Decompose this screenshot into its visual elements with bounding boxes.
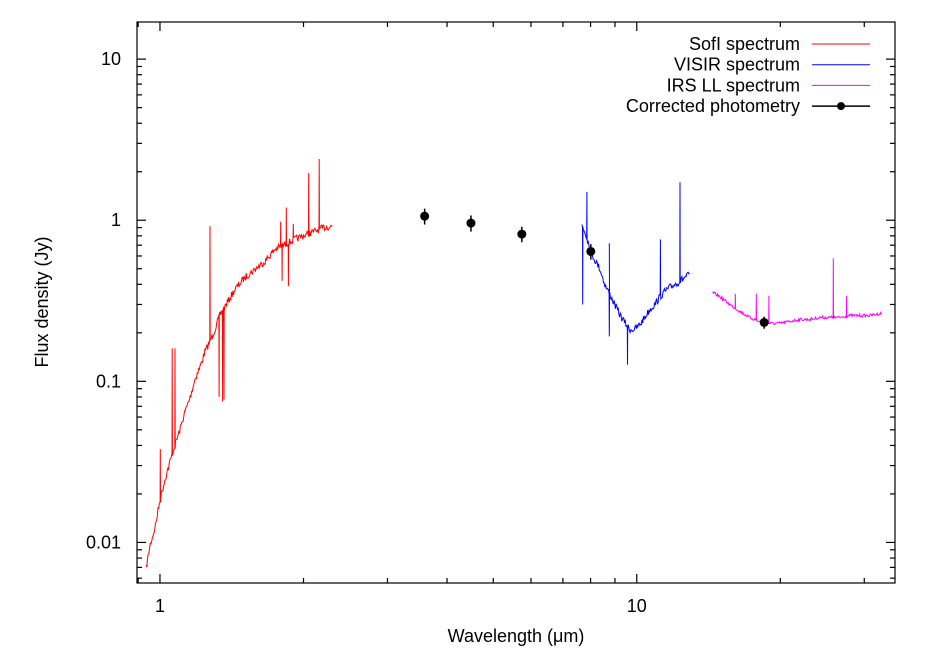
y-tick-label: 10 — [101, 49, 121, 69]
plot-frame — [136, 21, 896, 584]
photometry-point — [517, 229, 527, 239]
photometry-point — [759, 317, 769, 327]
axis-ticks — [137, 22, 895, 583]
legend-label: VISIR spectrum — [674, 55, 800, 75]
x-tick-label: 10 — [627, 596, 647, 616]
y-tick-label: 0.01 — [86, 532, 121, 552]
legend-label: IRS LL spectrum — [667, 75, 800, 95]
legend-label: Corrected photometry — [626, 96, 800, 116]
photometry-point — [420, 211, 430, 221]
x-axis-label: Wavelength (μm) — [448, 626, 585, 646]
tick-labels: 1 10 0.01 0.1 1 10 — [86, 49, 647, 616]
legend-marker — [837, 102, 845, 111]
y-tick-label: 0.1 — [96, 371, 121, 391]
series-line-1 — [581, 182, 690, 365]
photometry-point — [466, 218, 476, 228]
plot-series — [145, 158, 882, 568]
series-line-2 — [712, 258, 882, 326]
x-tick-label: 1 — [155, 596, 165, 616]
photometry-point — [586, 246, 596, 256]
y-axis-label: Flux density (Jy) — [32, 236, 52, 367]
y-tick-label: 1 — [111, 210, 121, 230]
series-line-0 — [145, 158, 333, 568]
legend-label: SofI spectrum — [689, 34, 800, 54]
